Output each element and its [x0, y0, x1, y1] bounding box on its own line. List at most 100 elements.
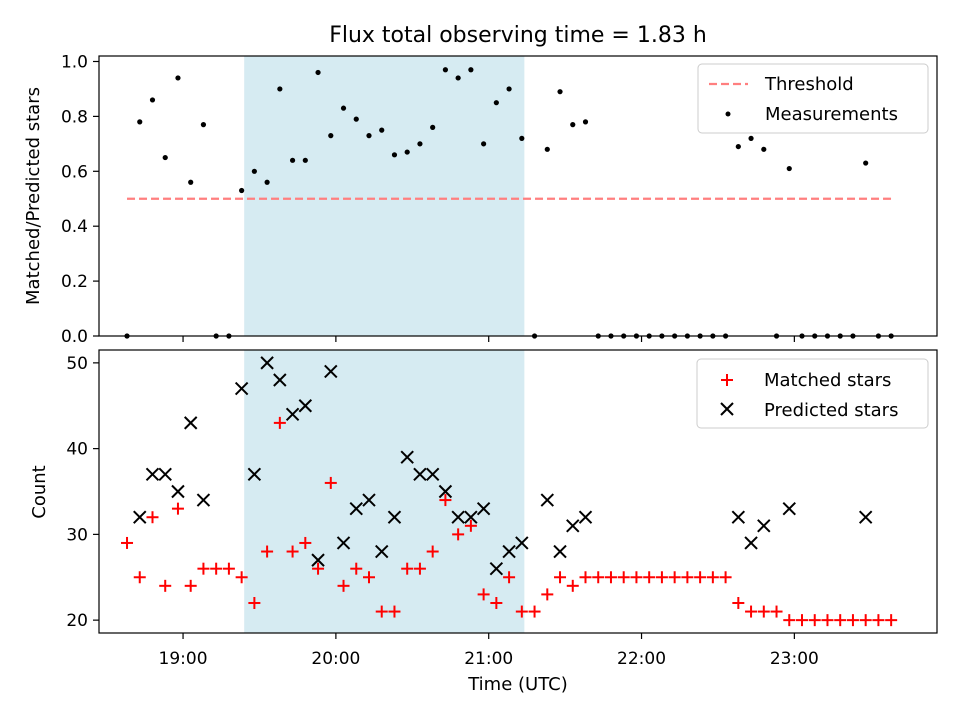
predicted-stars-point [451, 510, 465, 524]
bottom-xtick-label: 22:00 [617, 649, 666, 669]
top-ytick-label: 1.0 [61, 52, 88, 72]
legend-predicted-swatch [720, 402, 734, 416]
legend-measurements-swatch [725, 111, 731, 117]
top-legend-box [697, 63, 929, 134]
bottom-legend: Matched stars Predicted stars [696, 358, 929, 429]
matched-stars-point [286, 545, 299, 558]
predicted-stars-point [400, 450, 414, 464]
measurements-point [506, 86, 512, 92]
predicted-stars-point [285, 407, 300, 422]
legend-measurements-label: Measurements [765, 104, 898, 125]
matched-stars-point [592, 571, 605, 584]
predicted-stars-point [540, 493, 554, 507]
matched-stars-point [121, 536, 134, 549]
measurements-point [404, 149, 410, 155]
measurements-point [277, 86, 283, 92]
bottom-xlabel: Time (UTC) [467, 674, 568, 695]
matched-stars-point [796, 614, 809, 627]
measurements-point [430, 124, 436, 130]
measurements-point [315, 69, 321, 76]
matched-stars-point [261, 545, 274, 558]
matched-stars-point [350, 562, 363, 575]
measurements-point [137, 119, 143, 125]
matched-stars-point [541, 588, 554, 601]
matched-stars-point [528, 605, 541, 618]
measurements-point [544, 146, 550, 152]
matched-stars-point [885, 614, 898, 627]
matched-stars-point [324, 476, 337, 489]
matched-stars-point [579, 571, 592, 584]
matched-stars-point [401, 562, 414, 575]
matched-stars-point [604, 571, 617, 584]
matched-stars-point [222, 562, 235, 575]
matched-stars-point [566, 579, 579, 592]
legend-threshold-label: Threshold [764, 74, 854, 95]
predicted-stars-point [566, 519, 580, 533]
matched-stars-point [452, 528, 465, 541]
measurements-point [442, 67, 449, 73]
predicted-stars-point [858, 510, 873, 524]
predicted-stars-point [387, 510, 402, 524]
bottom-xtick-label: 21:00 [464, 649, 513, 669]
bottom-ytick-label: 50 [66, 354, 88, 374]
predicted-stars-point [476, 501, 491, 516]
top-legend: Threshold Measurements [697, 63, 929, 134]
top-xticks [182, 336, 795, 342]
measurements-point [863, 160, 869, 166]
bottom-xtick-label: 23:00 [770, 649, 819, 669]
predicted-stars-point [247, 467, 262, 482]
bottom-shaded-span [244, 350, 525, 633]
measurements-point [786, 165, 792, 172]
measurements-point [557, 89, 563, 95]
predicted-stars-point [349, 501, 363, 516]
measurements-point [162, 154, 168, 161]
bottom-xtick-label: 20:00 [311, 649, 360, 669]
matched-stars-point [477, 588, 490, 601]
predicted-stars-point [782, 501, 796, 516]
matched-stars-point [706, 571, 719, 584]
matched-stars-point [248, 596, 261, 609]
predicted-stars-point [324, 364, 338, 379]
measurements-point [468, 67, 474, 73]
measurements-point [149, 97, 156, 103]
bottom-ytick-label: 40 [66, 440, 88, 460]
measurements-point [761, 146, 767, 152]
matched-stars-point [171, 502, 184, 515]
legend-matched-swatch [721, 374, 733, 386]
measurements-point [391, 152, 398, 158]
matched-stars-point [859, 614, 872, 627]
predicted-stars-point [298, 399, 313, 413]
matched-stars-point [808, 614, 821, 627]
matched-stars-point [362, 571, 375, 584]
matched-stars-point [732, 596, 745, 609]
predicted-stars-point [336, 536, 351, 550]
measurements-point [251, 168, 257, 174]
measurements-point [200, 122, 207, 128]
matched-stars-point [159, 579, 172, 592]
matched-stars-point [146, 511, 159, 524]
matched-stars-point [872, 614, 885, 627]
predicted-stars-point [234, 381, 249, 396]
matched-stars-point [617, 571, 630, 584]
matched-stars-point [299, 536, 312, 549]
predicted-stars-point [464, 510, 478, 524]
predicted-stars-point [311, 553, 325, 567]
predicted-stars-point [757, 519, 771, 533]
matched-stars-point [337, 579, 350, 592]
measurements-point [493, 100, 499, 106]
measurements-point [455, 75, 461, 81]
top-shaded-span [244, 56, 525, 336]
measurements-point [366, 133, 372, 139]
matched-stars-point [197, 562, 210, 575]
measurements-point [417, 141, 423, 147]
matched-stars-point [515, 605, 528, 618]
measurements-point [481, 141, 487, 147]
measurements-point [353, 116, 359, 122]
top-axes-frame [98, 55, 938, 337]
measurements-point [328, 133, 334, 139]
bottom-ytick-label: 30 [66, 525, 88, 545]
matched-stars-point [643, 571, 656, 584]
matched-stars-point [235, 571, 248, 584]
matched-stars-point [464, 519, 477, 532]
